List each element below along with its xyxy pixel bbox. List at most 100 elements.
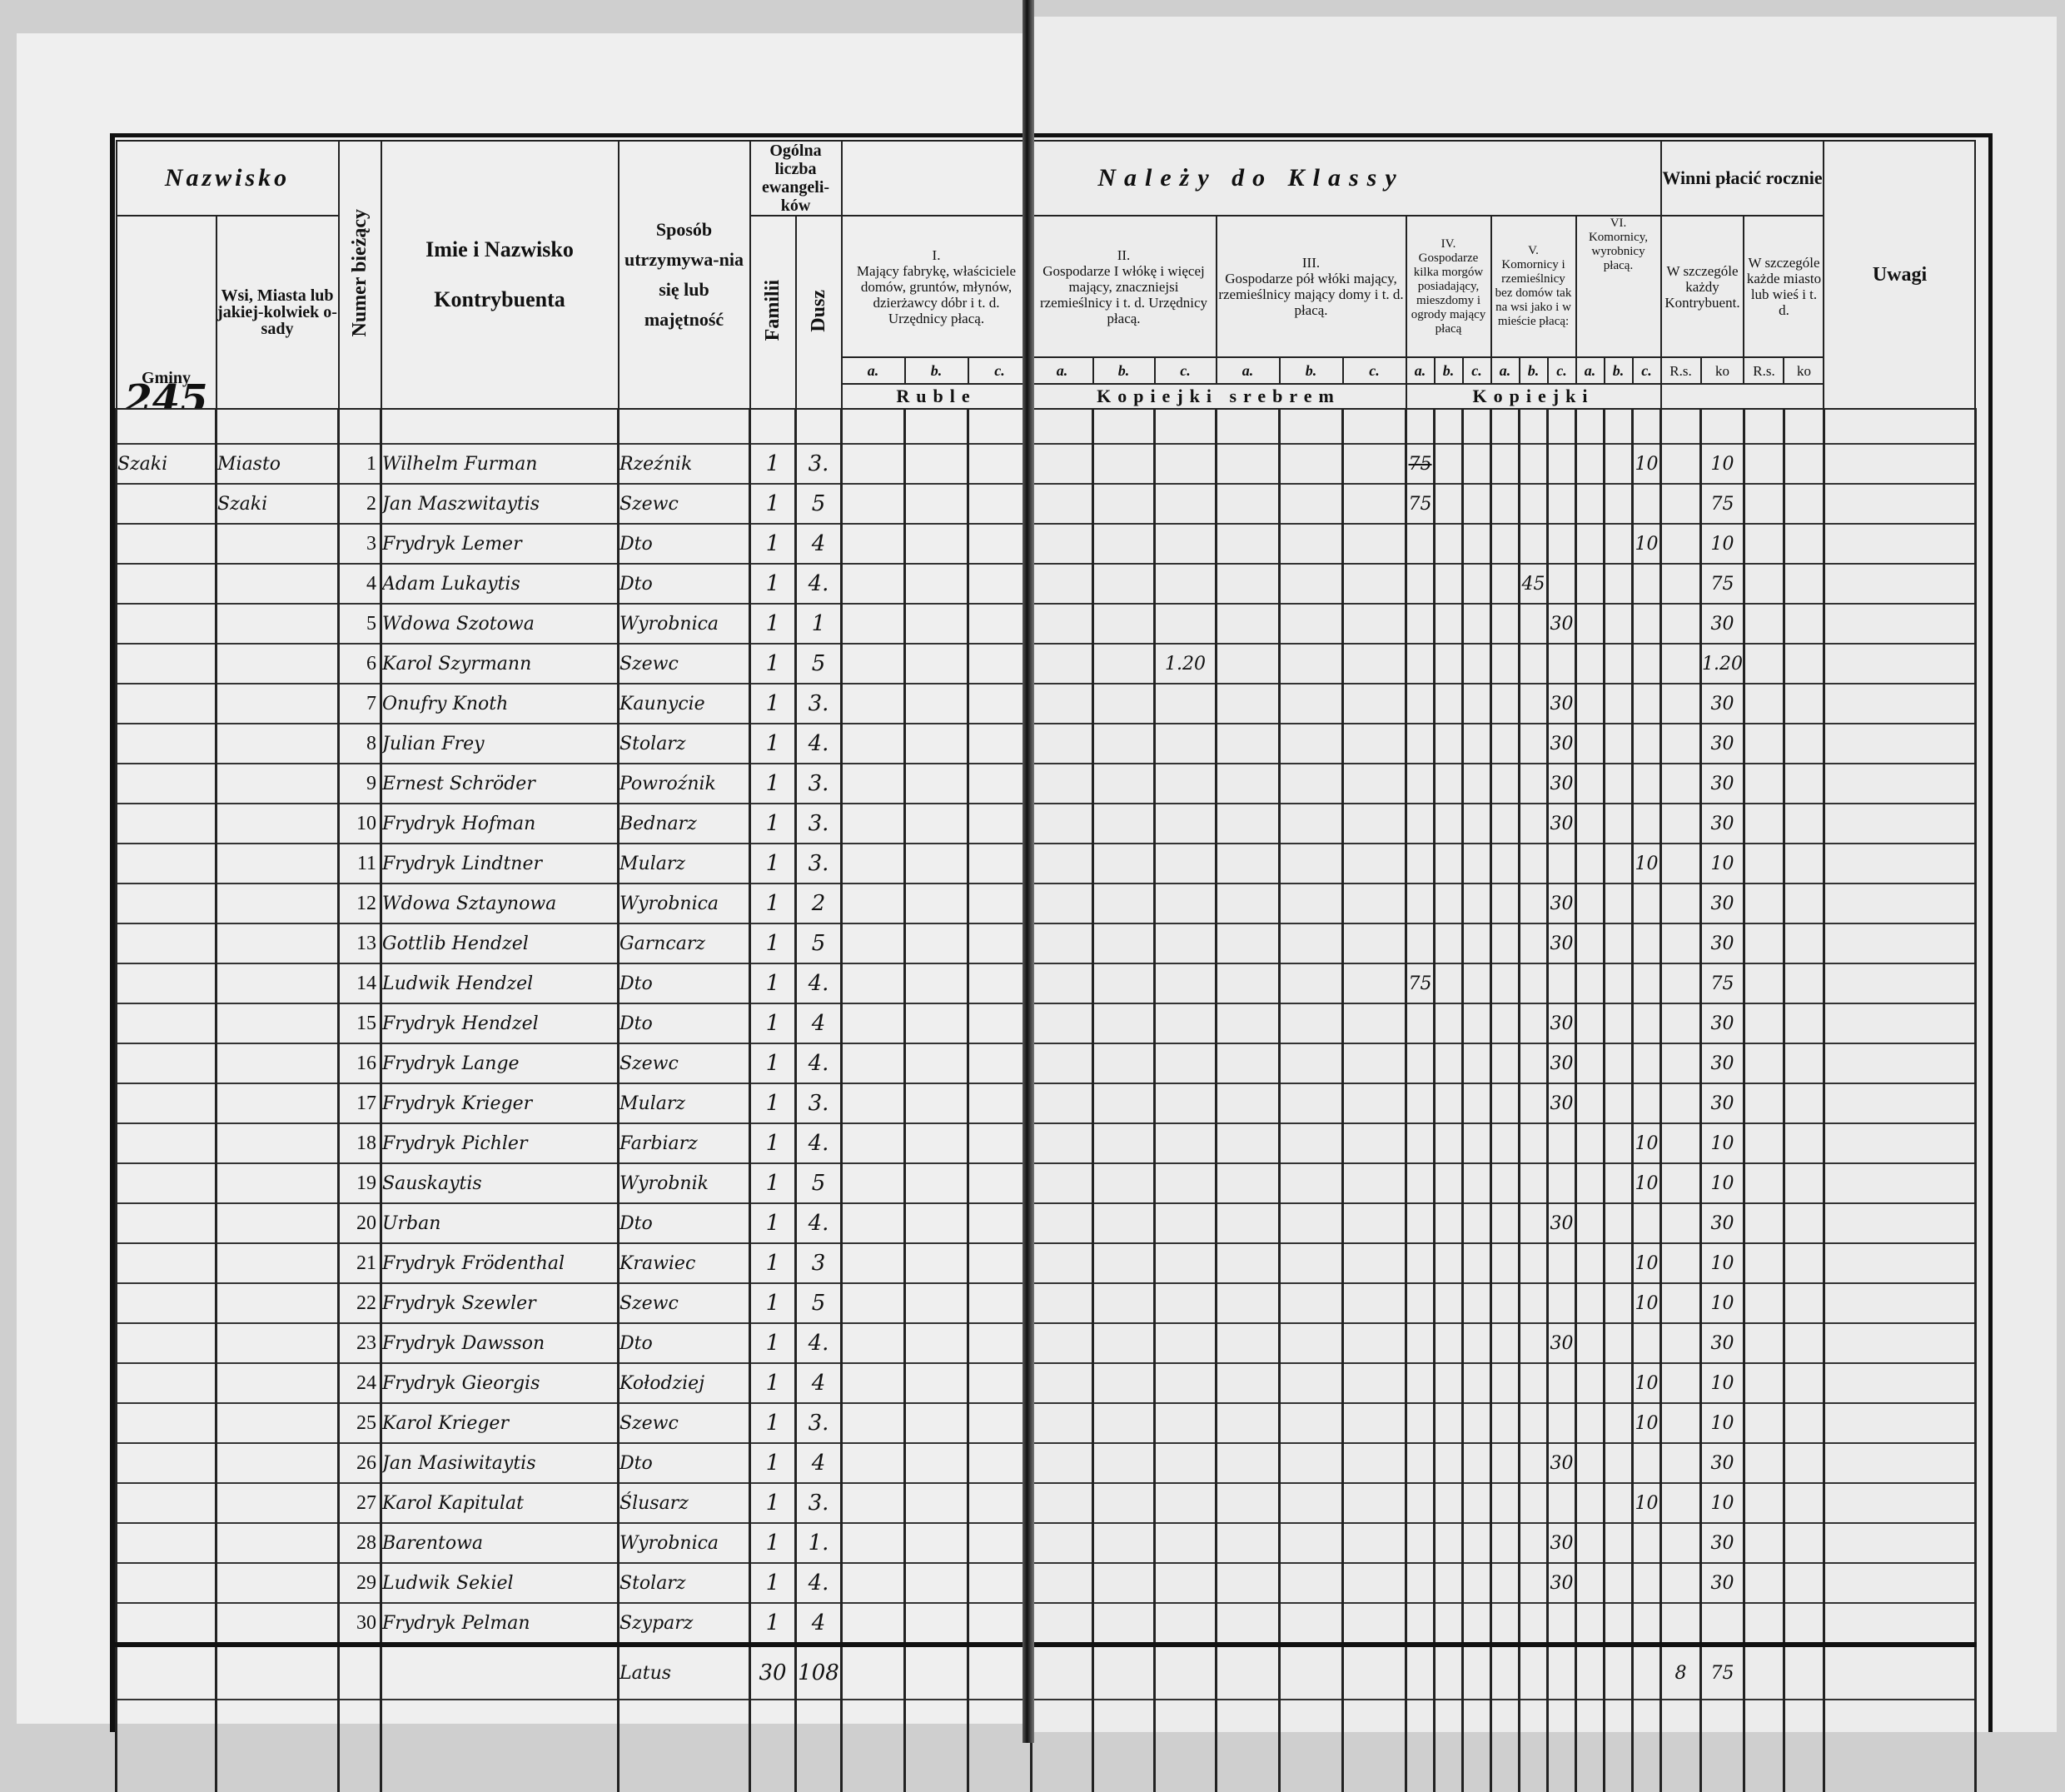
empty-cell [1405,644,1436,684]
empty-cell [840,1363,906,1404]
empty-cell [1518,1203,1549,1244]
empty-cell [1433,1323,1464,1364]
empty-cell [840,804,906,844]
tax-value-v_c: 30 [1546,1003,1577,1044]
table-row: 29 Ludwik Sekiel Stolarz 1 4. 30 30 [115,1563,1977,1604]
empty-cell [1659,1123,1702,1164]
empty-cell [903,1083,969,1124]
empty-cell [1092,409,1156,445]
empty-cell [1278,1163,1344,1204]
sub-a: a. [1490,356,1520,385]
total-rs: 8 [1659,1642,1702,1700]
dusz-count: 3. [794,764,843,804]
empty-cell [1092,1283,1156,1324]
table-row: 22 Frydryk Szewler Szewc 1 5 10 10 [115,1283,1977,1324]
empty-cell [1278,644,1344,684]
header-gminy-label: Gminy [142,369,191,387]
gmina-cell [115,1283,217,1324]
gmina-cell [115,1083,217,1124]
empty-cell [1215,1642,1281,1700]
tax-value-w1_ko: 30 [1699,724,1745,764]
sub-c: c. [1546,356,1577,385]
empty-cell [1030,604,1094,645]
dusz-count: 4. [794,1123,843,1164]
dusz-count: 1. [794,1523,843,1564]
empty-cell [1405,1603,1436,1645]
empty-cell [1518,444,1549,485]
row-number: 13 [337,923,382,964]
empty-cell [1659,409,1702,445]
empty-cell [1153,1363,1217,1404]
empty-cell [903,1403,969,1444]
empty-cell [1092,884,1156,924]
familii-count: 1 [749,1403,797,1444]
contributor-name: Urban [380,1203,620,1244]
empty-cell [1659,1043,1702,1084]
empty-cell [1742,1700,1785,1792]
contributor-name: Karol Krieger [380,1403,620,1444]
empty-cell [1215,923,1281,964]
tax-value-w1_ko: 1.20 [1699,644,1745,684]
empty-cell [903,1443,969,1484]
empty-cell [1575,1443,1605,1484]
empty-cell [1461,409,1492,445]
empty-cell [1659,724,1702,764]
empty-cell [1278,884,1344,924]
empty-cell [1278,1243,1344,1284]
empty-cell [1603,1363,1634,1404]
empty-cell [1518,1700,1549,1792]
empty-cell [903,1243,969,1284]
empty-cell [1782,409,1825,445]
dusz-count: 5 [794,1163,843,1204]
sub-a: a. [1575,356,1605,385]
empty-cell [1278,444,1344,485]
empty-cell [1405,1483,1436,1524]
empty-cell [1433,1203,1464,1244]
row-number: 1 [337,444,382,485]
empty-cell [1518,1323,1549,1364]
empty-cell [1742,604,1785,645]
village-cell [215,1603,340,1645]
empty-cell [1546,1403,1577,1444]
header-winni-kontrybuent: W szczególe każdy Kontrybuent. [1659,215,1745,358]
empty-cell [840,884,906,924]
empty-cell [1490,1523,1520,1564]
empty-cell [1030,484,1094,525]
empty-cell [1215,764,1281,804]
empty-cell [1092,1243,1156,1284]
empty-cell [1278,604,1344,645]
empty-cell [1278,1603,1344,1645]
empty-cell [840,444,906,485]
sub-a: a. [1215,356,1281,385]
tax-value-v_b: 45 [1518,564,1549,605]
tax-value-w1_ko: 30 [1699,884,1745,924]
empty-cell [1659,484,1702,525]
empty-cell [1461,1523,1492,1564]
empty-cell [1215,409,1281,445]
class-number: I. [932,246,941,263]
empty-cell [840,764,906,804]
contributor-name: Wdowa Sztaynowa [380,884,620,924]
empty-cell [1631,1563,1662,1604]
empty-cell [1341,963,1407,1004]
dusz-count: 3. [794,844,843,884]
empty-cell [1461,1403,1492,1444]
empty-cell [1215,804,1281,844]
empty-cell [1782,1523,1825,1564]
uwagi-cell [1822,1403,1977,1444]
empty-cell [903,1563,969,1604]
empty-cell [1278,963,1344,1004]
empty-cell [1092,1123,1156,1164]
row-number: 26 [337,1443,382,1484]
empty-cell [1659,1563,1702,1604]
empty-cell [1341,1243,1407,1284]
empty-cell [1659,444,1702,485]
table-row: 5 Wdowa Szotowa Wyrobnica 1 1 30 30 [115,604,1977,645]
empty-cell [337,1642,382,1700]
empty-cell [967,1003,1032,1044]
empty-cell [1433,644,1464,684]
empty-cell [1153,1083,1217,1124]
empty-cell [1631,963,1662,1004]
empty-cell [1215,564,1281,605]
empty-cell [1742,1283,1785,1324]
